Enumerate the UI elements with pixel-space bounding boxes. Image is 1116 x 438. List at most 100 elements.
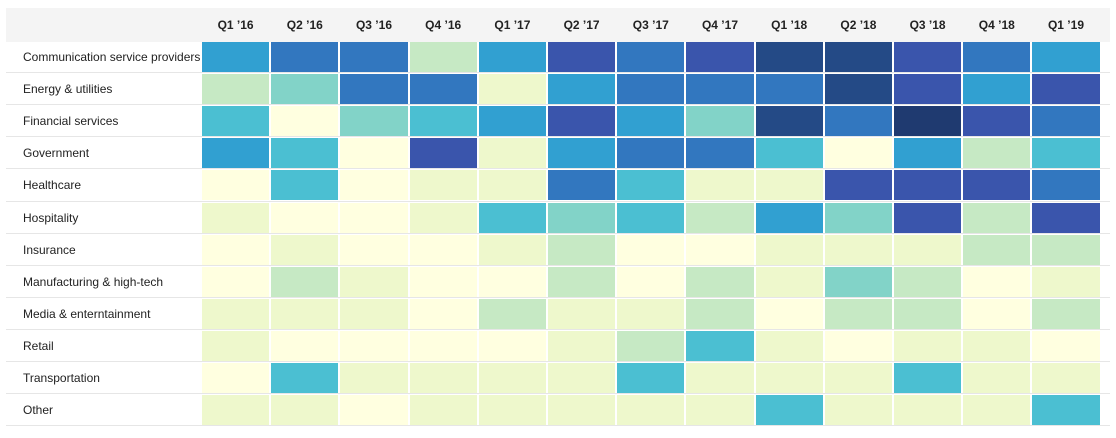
heatmap-cell bbox=[617, 106, 685, 137]
column-label: Q2 ’17 bbox=[563, 18, 600, 32]
heatmap-cell bbox=[824, 170, 892, 201]
heatmap-cell bbox=[894, 363, 962, 394]
column-label: Q4 ’16 bbox=[425, 18, 462, 32]
row-divider bbox=[6, 104, 1110, 106]
heatmap-cell bbox=[548, 138, 616, 169]
heatmap-cell bbox=[686, 298, 754, 329]
heatmap-cell bbox=[271, 42, 339, 73]
column-label: Q3 ’18 bbox=[909, 18, 946, 32]
heatmap-cell bbox=[409, 363, 477, 394]
heatmap-cell bbox=[340, 138, 408, 169]
heatmap-cell bbox=[894, 298, 962, 329]
heatmap-cell bbox=[340, 106, 408, 137]
heatmap-cell bbox=[271, 170, 339, 201]
heatmap-cell bbox=[963, 234, 1031, 265]
heatmap-cell bbox=[963, 106, 1031, 137]
heatmap-cell bbox=[1032, 298, 1100, 329]
heatmap-cell bbox=[202, 106, 270, 137]
row-label: Communication service providers bbox=[23, 50, 201, 64]
heatmap-cell bbox=[340, 42, 408, 73]
heatmap-cell bbox=[824, 395, 892, 426]
heatmap-cell bbox=[963, 42, 1031, 73]
heatmap-cell bbox=[271, 74, 339, 105]
heatmap-cell bbox=[963, 74, 1031, 105]
heatmap-cell bbox=[686, 202, 754, 233]
heatmap-cell bbox=[202, 363, 270, 394]
heatmap-cell bbox=[409, 74, 477, 105]
heatmap-cell bbox=[617, 42, 685, 73]
heatmap-cell bbox=[755, 363, 823, 394]
column-label: Q3 ’16 bbox=[355, 18, 392, 32]
column-label: Q1 ’16 bbox=[217, 18, 254, 32]
heatmap-cell bbox=[824, 138, 892, 169]
heatmap-cell bbox=[409, 330, 477, 361]
heatmap-cell bbox=[824, 202, 892, 233]
heatmap-cell bbox=[202, 298, 270, 329]
heatmap-cell bbox=[478, 266, 546, 297]
column-label: Q4 ’18 bbox=[978, 18, 1015, 32]
heatmap-cell bbox=[755, 395, 823, 426]
heatmap-cell bbox=[340, 363, 408, 394]
row-divider bbox=[6, 168, 1110, 170]
heatmap-cell bbox=[1032, 106, 1100, 137]
heatmap-cell bbox=[894, 138, 962, 169]
heatmap-cell bbox=[617, 170, 685, 201]
heatmap-cell bbox=[686, 363, 754, 394]
heatmap-cell bbox=[340, 234, 408, 265]
heatmap-cell bbox=[478, 202, 546, 233]
heatmap-cell bbox=[478, 395, 546, 426]
heatmap-cell bbox=[755, 330, 823, 361]
heatmap-cell bbox=[1032, 234, 1100, 265]
heatmap-cell bbox=[548, 106, 616, 137]
heatmap-cell bbox=[409, 202, 477, 233]
row-label: Media & enterntainment bbox=[23, 306, 151, 321]
heatmap-cell bbox=[202, 42, 270, 73]
heatmap-cell bbox=[686, 395, 754, 426]
heatmap-cell bbox=[1032, 74, 1100, 105]
heatmap-cell bbox=[1032, 266, 1100, 297]
heatmap-cell bbox=[548, 202, 616, 233]
heatmap-cell bbox=[340, 330, 408, 361]
heatmap-cell bbox=[478, 363, 546, 394]
heatmap-cell bbox=[202, 138, 270, 169]
heatmap-cell bbox=[963, 298, 1031, 329]
heatmap-cell bbox=[755, 42, 823, 73]
column-label: Q1 ’18 bbox=[771, 18, 808, 32]
row-label: Hospitality bbox=[23, 210, 79, 225]
heatmap-cell bbox=[1032, 395, 1100, 426]
heatmap-cell bbox=[686, 138, 754, 169]
heatmap-cell bbox=[894, 74, 962, 105]
heatmap-cell bbox=[617, 363, 685, 394]
row-label: Transportation bbox=[23, 371, 100, 385]
heatmap-cell bbox=[202, 395, 270, 426]
row-divider bbox=[6, 425, 1110, 427]
heatmap-cell bbox=[548, 363, 616, 394]
heatmap-cell bbox=[755, 106, 823, 137]
heatmap-cell bbox=[894, 170, 962, 201]
row-label: Manufacturing & high-tech bbox=[23, 274, 164, 289]
heatmap-cell bbox=[271, 330, 339, 361]
heatmap-cell bbox=[963, 266, 1031, 297]
heatmap-cell bbox=[340, 74, 408, 105]
heatmap-cell bbox=[894, 42, 962, 73]
heatmap-cell bbox=[686, 234, 754, 265]
row-label: Healthcare bbox=[23, 178, 82, 193]
heatmap-cell bbox=[963, 395, 1031, 426]
heatmap-cell bbox=[1032, 138, 1100, 169]
heatmap-cell bbox=[686, 106, 754, 137]
heatmap-cell bbox=[617, 266, 685, 297]
heatmap-cell bbox=[686, 266, 754, 297]
heatmap-cell bbox=[548, 42, 616, 73]
heatmap-cell bbox=[755, 234, 823, 265]
heatmap-cell bbox=[1032, 202, 1100, 233]
heatmap-cell bbox=[548, 170, 616, 201]
heatmap-cell bbox=[755, 74, 823, 105]
heatmap-cell bbox=[409, 266, 477, 297]
heatmap-cell bbox=[548, 234, 616, 265]
heatmap-cell bbox=[202, 202, 270, 233]
column-header-bar bbox=[6, 8, 1110, 42]
heatmap-cell bbox=[478, 298, 546, 329]
heatmap-cell bbox=[202, 234, 270, 265]
heatmap-cell bbox=[478, 42, 546, 73]
heatmap-cell bbox=[894, 234, 962, 265]
